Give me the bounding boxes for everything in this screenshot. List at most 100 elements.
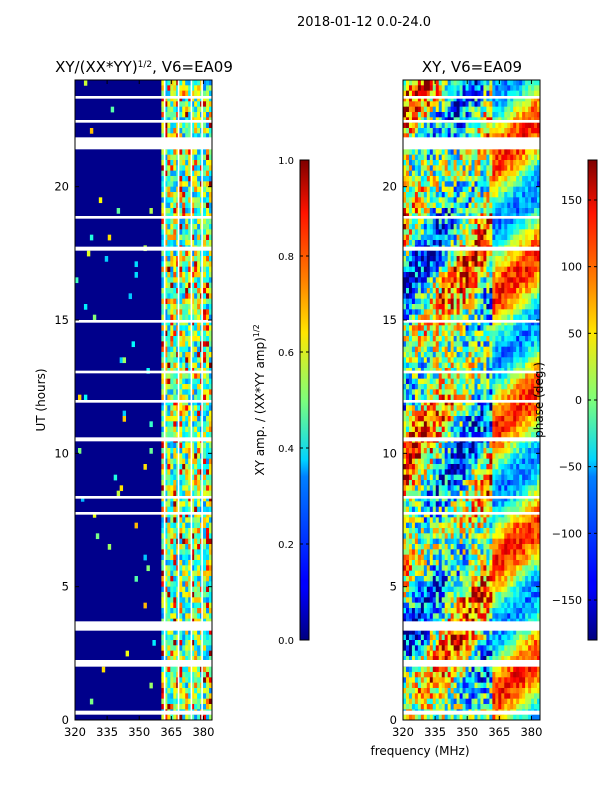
- phase-heatmap-cell: [486, 192, 490, 198]
- amplitude-heatmap-cell: [182, 357, 186, 364]
- amplitude-heatmap-cell: [194, 192, 198, 198]
- amplitude-heatmap-cell: [170, 645, 174, 652]
- phase-heatmap-cell: [447, 240, 452, 246]
- amplitude-heatmap-cell: [170, 416, 174, 422]
- phase-heatmap-cell: [522, 240, 526, 246]
- amplitude-heatmap-cell: [179, 704, 183, 710]
- phase-heatmap-cell: [534, 80, 538, 86]
- phase-heatmap-cell: [408, 234, 413, 241]
- amplitude-heatmap-cell: [206, 192, 210, 198]
- phase-heatmap-cell: [528, 149, 532, 156]
- phase-heatmap-cell: [444, 186, 449, 193]
- phase-heatmap-cell: [453, 341, 458, 348]
- phase-heatmap-cell: [498, 352, 502, 358]
- amplitude-heatmap-cell: [188, 544, 192, 550]
- amplitude-heatmap-cell: [122, 410, 127, 417]
- phase-heatmap-cell: [483, 357, 487, 364]
- phase-heatmap-cell: [483, 250, 487, 257]
- amplitude-heatmap-cell: [185, 176, 189, 182]
- amplitude-heatmap-cell: [209, 309, 212, 316]
- amplitude-heatmap-cell: [182, 378, 186, 385]
- amplitude-heatmap-cell: [191, 538, 195, 545]
- phase-heatmap-cell: [462, 181, 466, 188]
- amplitude-heatmap-cell: [188, 453, 192, 460]
- phase-heatmap-cell: [441, 298, 446, 305]
- phase-heatmap-cell: [462, 128, 466, 134]
- phase-heatmap-cell: [420, 96, 425, 102]
- amplitude-heatmap-cell: [191, 528, 195, 534]
- phase-heatmap-cell: [510, 325, 514, 332]
- phase-heatmap-cell: [465, 330, 469, 337]
- amplitude-heatmap-cell: [194, 341, 198, 348]
- amplitude-heatmap-cell: [188, 490, 192, 497]
- phase-heatmap-cell: [519, 272, 523, 278]
- phase-heatmap-cell: [537, 266, 540, 273]
- amplitude-heatmap-cell: [170, 394, 174, 401]
- phase-heatmap-cell: [459, 176, 463, 182]
- phase-heatmap-cell: [456, 293, 460, 300]
- amplitude-heatmap-cell: [179, 85, 183, 92]
- amplitude-heatmap-cell: [164, 261, 168, 268]
- phase-heatmap-cell: [504, 378, 508, 385]
- phase-heatmap-cell: [507, 229, 511, 236]
- amplitude-heatmap-cell: [209, 453, 212, 460]
- phase-heatmap-cell: [477, 400, 481, 406]
- phase-heatmap-cell: [411, 293, 416, 300]
- phase-heatmap-cell: [426, 202, 431, 209]
- amplitude-heatmap-cell: [188, 458, 192, 465]
- phase-heatmap-cell: [423, 293, 428, 300]
- phase-heatmap-cell: [459, 282, 463, 289]
- amplitude-heatmap-cell: [170, 672, 174, 678]
- amplitude-heatmap-cell: [179, 170, 183, 177]
- phase-heatmap-cell: [459, 85, 463, 92]
- phase-heatmap-cell: [411, 378, 416, 385]
- phase-heatmap-cell: [480, 229, 484, 236]
- phase-heatmap-cell: [420, 309, 425, 316]
- phase-heatmap-cell: [438, 266, 443, 273]
- phase-heatmap-cell: [441, 165, 446, 172]
- phase-heatmap-cell: [537, 101, 540, 108]
- amplitude-heatmap-cell: [164, 501, 168, 508]
- amplitude-heatmap-cell: [185, 549, 189, 556]
- phase-heatmap-cell: [522, 282, 526, 289]
- amplitude-heatmap-cell: [170, 352, 174, 358]
- amplitude-heatmap-cell: [206, 149, 210, 156]
- phase-heatmap-cell: [480, 330, 484, 337]
- amplitude-heatmap-cell: [161, 197, 165, 204]
- phase-heatmap-cell: [426, 250, 431, 257]
- phase-heatmap-cell: [417, 208, 422, 214]
- phase-heatmap-cell: [403, 149, 407, 156]
- phase-heatmap-cell: [495, 346, 499, 353]
- phase-heatmap-cell: [489, 389, 493, 396]
- phase-heatmap-cell: [453, 400, 458, 406]
- phase-heatmap-cell: [534, 186, 538, 193]
- phase-heatmap-cell: [537, 357, 540, 364]
- phase-heatmap-cell: [450, 154, 455, 161]
- phase-heatmap-cell: [513, 176, 517, 182]
- phase-heatmap-cell: [408, 362, 413, 369]
- phase-heatmap-cell: [441, 101, 446, 108]
- phase-heatmap-cell: [468, 80, 472, 86]
- amplitude-heatmap-cell: [167, 106, 171, 113]
- amplitude-heatmap-cell: [167, 613, 171, 620]
- phase-heatmap-cell: [486, 202, 490, 209]
- amplitude-heatmap-cell: [182, 352, 186, 358]
- phase-heatmap-cell: [537, 218, 540, 225]
- amplitude-heatmap-cell: [179, 165, 183, 172]
- amplitude-x-tick-label: 350: [128, 725, 150, 739]
- phase-heatmap-cell: [453, 394, 458, 401]
- amplitude-heatmap-cell: [179, 656, 183, 662]
- amplitude-heatmap-cell: [188, 426, 192, 433]
- phase-heatmap-cell: [522, 224, 526, 230]
- phase-heatmap-cell: [513, 122, 517, 129]
- amplitude-heatmap-cell: [206, 282, 210, 289]
- phase-heatmap-cell: [474, 352, 478, 358]
- amplitude-heatmap-cell: [173, 165, 177, 172]
- phase-heatmap-cell: [507, 314, 511, 321]
- amplitude-heatmap-cell: [164, 122, 168, 129]
- amplitude-heatmap-cell: [209, 336, 212, 342]
- phase-heatmap-cell: [495, 320, 499, 326]
- phase-heatmap-cell: [417, 389, 422, 396]
- phase-heatmap-cell: [534, 218, 538, 225]
- phase-heatmap-cell: [507, 154, 511, 161]
